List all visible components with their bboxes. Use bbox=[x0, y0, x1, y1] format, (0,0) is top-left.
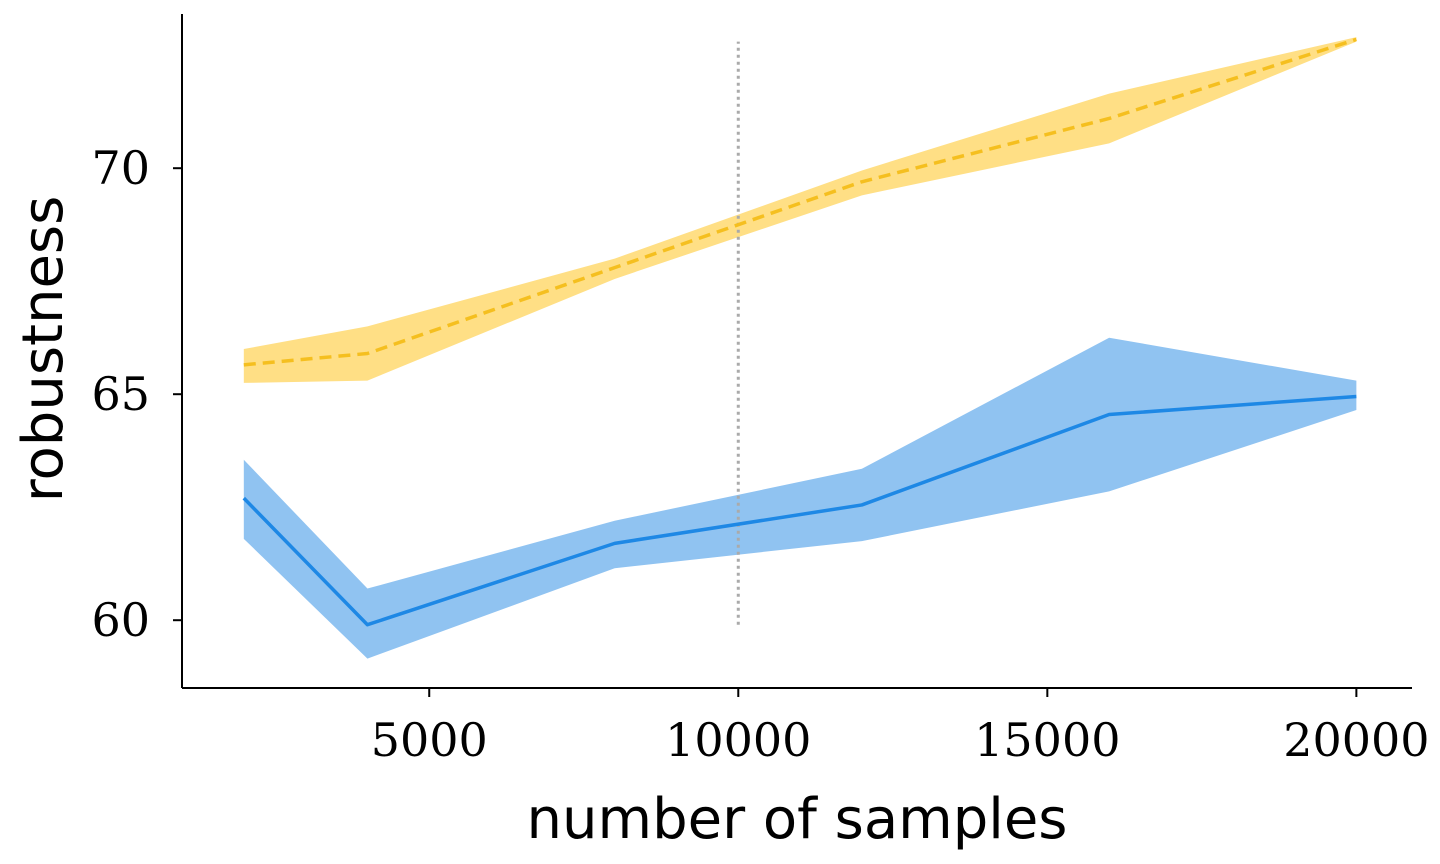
x-tick-label: 5000 bbox=[371, 713, 488, 767]
x-tick-label: 15000 bbox=[974, 713, 1120, 767]
y-tick-label: 60 bbox=[91, 593, 150, 647]
confidence-band-0 bbox=[243, 37, 1357, 383]
axes bbox=[181, 14, 1412, 689]
confidence-band-1 bbox=[243, 337, 1357, 659]
series-lines bbox=[242, 37, 1357, 627]
y-tick-label: 65 bbox=[91, 367, 150, 421]
x-axis-label: number of samples bbox=[527, 787, 1068, 852]
y-axis-label: robustness bbox=[11, 196, 76, 503]
x-tick-label: 10000 bbox=[665, 713, 811, 767]
x-tick-label: 20000 bbox=[1283, 713, 1429, 767]
y-ticks: 60 65 70 bbox=[91, 141, 182, 647]
confidence-bands bbox=[243, 37, 1357, 659]
x-ticks: 5000 10000 15000 20000 bbox=[371, 688, 1430, 767]
series-line-0 bbox=[243, 37, 1357, 367]
series-line-1 bbox=[242, 394, 1357, 627]
y-tick-label: 70 bbox=[91, 141, 150, 195]
